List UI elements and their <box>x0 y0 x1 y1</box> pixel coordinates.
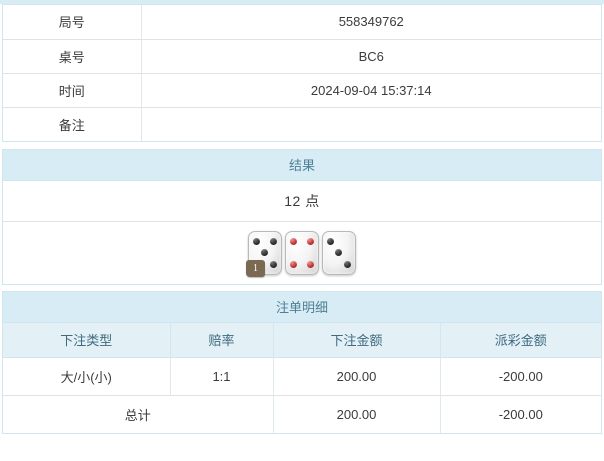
die-1-value-5: 1 <box>246 231 282 277</box>
die-pip <box>289 260 297 268</box>
die-pip <box>270 238 278 246</box>
die-pip <box>252 238 260 246</box>
info-label-remark: 备注 <box>3 107 142 141</box>
table-row: 大/小(小) 1:1 200.00 -200.00 <box>3 357 601 396</box>
bet-detail-panel: 注单明细 下注类型 赔率 下注金额 派彩金额 大/小(小) 1:1 200.00… <box>2 291 602 434</box>
section-gap <box>0 142 604 149</box>
result-band-title: 结果 <box>3 150 601 181</box>
die-pip <box>307 260 315 268</box>
column-header-payout: 派彩金额 <box>440 323 601 358</box>
cell-total-payout: -200.00 <box>440 395 601 433</box>
table-header-row: 下注类型 赔率 下注金额 派彩金额 <box>3 323 601 358</box>
info-value-table-no: BC6 <box>141 39 601 74</box>
die-pip <box>270 260 278 268</box>
die-pip <box>289 238 297 246</box>
result-points-text: 12 点 <box>284 193 320 209</box>
result-points: 12 点 <box>3 181 601 222</box>
info-badge-icon: 1 <box>246 260 265 277</box>
die-pip <box>335 249 343 257</box>
round-info-panel: 局号 558349762 桌号 BC6 时间 2024-09-04 15:37:… <box>2 4 602 142</box>
table-total-row: 总计 200.00 -200.00 <box>3 395 601 433</box>
bet-detail-table: 下注类型 赔率 下注金额 派彩金额 大/小(小) 1:1 200.00 -200… <box>3 323 601 433</box>
cell-odds: 1:1 <box>170 357 274 396</box>
cell-total-label: 总计 <box>3 395 274 433</box>
die-pip <box>261 249 269 257</box>
cell-payout: -200.00 <box>440 357 601 396</box>
table-row: 桌号 BC6 <box>3 39 601 74</box>
die-pip <box>326 238 334 246</box>
dice-group: 1 <box>246 231 356 277</box>
die-3-value-3 <box>322 231 356 275</box>
table-row: 局号 558349762 <box>3 5 601 40</box>
info-value-remark <box>141 107 601 141</box>
table-row: 备注 <box>3 107 601 141</box>
result-panel: 结果 12 点 1 <box>2 149 602 285</box>
column-header-bet-type: 下注类型 <box>3 323 171 358</box>
info-label-table-no: 桌号 <box>3 39 142 74</box>
cell-bet-amount: 200.00 <box>273 357 441 396</box>
column-header-bet-amount: 下注金额 <box>273 323 441 358</box>
info-value-round-no: 558349762 <box>141 5 601 40</box>
cell-bet-type: 大/小(小) <box>3 357 171 396</box>
round-info-table: 局号 558349762 桌号 BC6 时间 2024-09-04 15:37:… <box>3 5 601 141</box>
table-row: 时间 2024-09-04 15:37:14 <box>3 73 601 108</box>
bet-detail-band-title: 注单明细 <box>3 292 601 323</box>
die-pip <box>344 260 352 268</box>
info-label-round-no: 局号 <box>3 5 142 40</box>
column-header-odds: 赔率 <box>170 323 274 358</box>
top-accent-bar <box>0 0 604 4</box>
dice-row: 1 <box>3 222 601 284</box>
die-pip <box>307 238 315 246</box>
info-value-time: 2024-09-04 15:37:14 <box>141 73 601 108</box>
info-label-time: 时间 <box>3 73 142 108</box>
die-2-value-4 <box>285 231 319 275</box>
cell-total-amount: 200.00 <box>273 395 441 433</box>
